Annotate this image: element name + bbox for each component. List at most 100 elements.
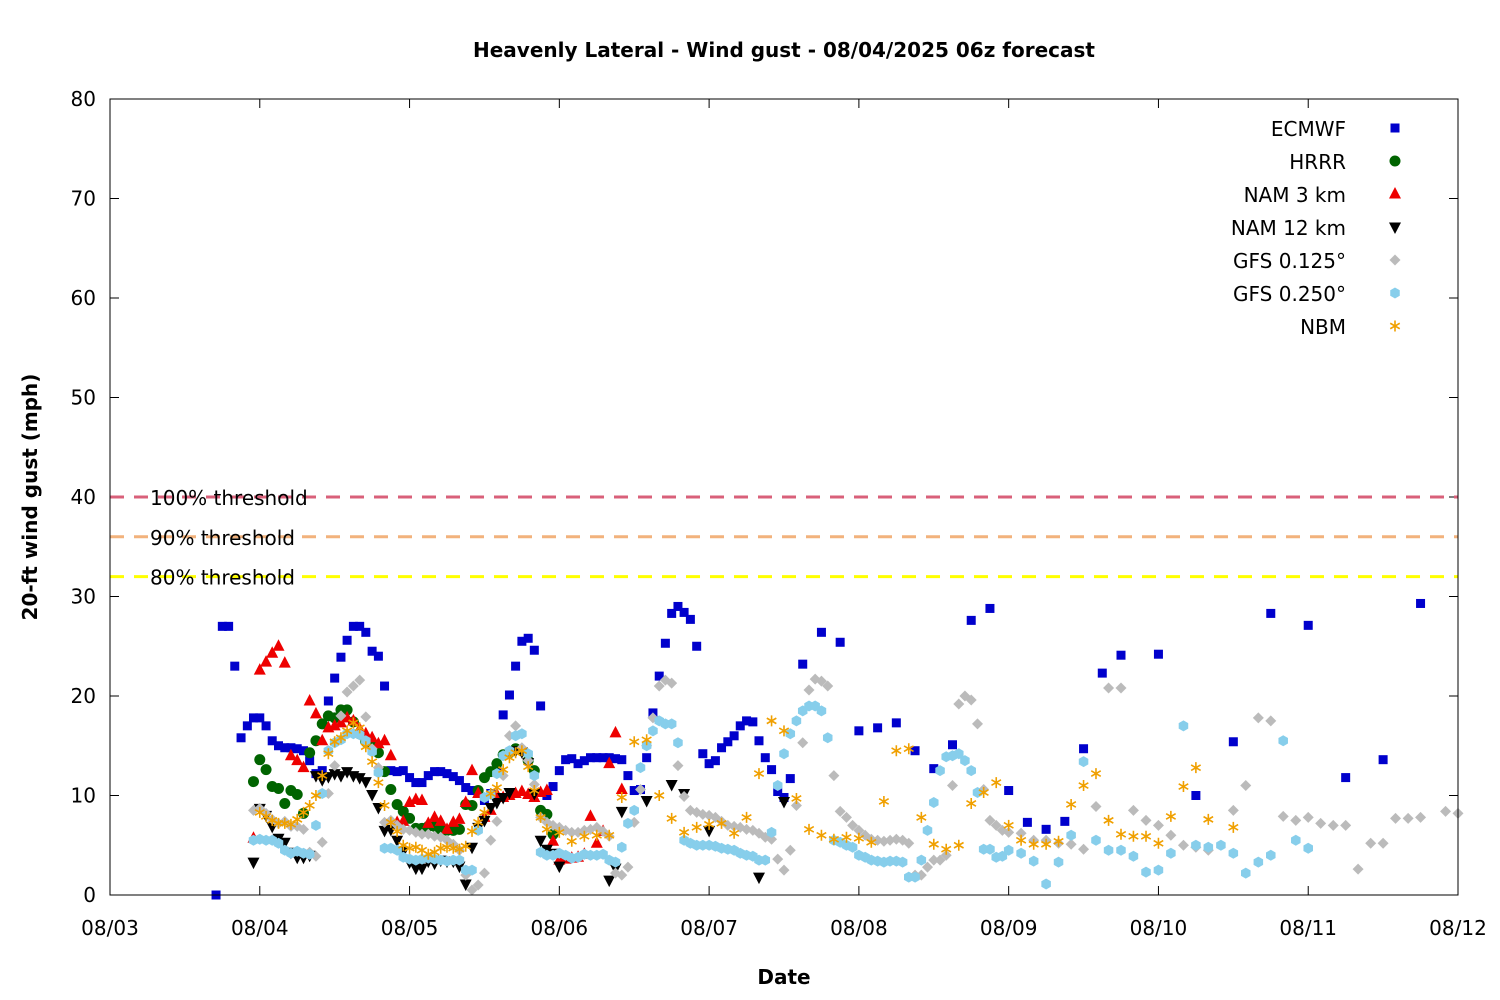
gfs-0-250-point xyxy=(1203,841,1214,853)
hrrr-point xyxy=(316,718,328,730)
ecmwf-point xyxy=(380,681,390,691)
gfs-0-250-point xyxy=(1153,864,1164,876)
ecmwf-point xyxy=(585,753,595,763)
nbm-point xyxy=(1153,837,1164,849)
nbm-point xyxy=(472,816,484,828)
gfs-0-125-point xyxy=(1103,682,1115,694)
gfs-0-250-point xyxy=(785,728,796,740)
ecmwf-point xyxy=(548,782,558,792)
ecmwf-point xyxy=(704,759,714,769)
nbm-point xyxy=(666,812,677,824)
gfs-0-125-point xyxy=(491,815,503,827)
hrrr-point xyxy=(279,797,291,809)
nam-3-km-point xyxy=(522,787,535,800)
gfs-0-250-point xyxy=(985,843,995,855)
gfs-0-250-point xyxy=(1216,839,1226,851)
nam-3-km-point xyxy=(303,693,316,706)
threshold-label: 100% threshold xyxy=(150,486,308,510)
nbm-point xyxy=(1178,781,1189,793)
ecmwf-point xyxy=(579,756,589,766)
nam-12-km-point xyxy=(603,875,616,888)
gfs-0-125-point xyxy=(834,805,846,817)
ecmwf-point xyxy=(217,621,227,631)
gfs-0-125-point xyxy=(1090,800,1102,812)
ecmwf-point xyxy=(910,746,920,756)
nbm-point xyxy=(298,806,309,818)
gfs-0-125-point xyxy=(822,680,834,692)
x-tick-label: 08/03 xyxy=(81,916,139,940)
gfs-0-125-point xyxy=(934,854,946,866)
ecmwf-point xyxy=(255,713,265,723)
ecmwf-point xyxy=(929,764,939,774)
ecmwf-point xyxy=(542,791,552,800)
nbm-point xyxy=(535,811,546,823)
nam-12-km-point xyxy=(372,802,385,815)
nam-3-km-point xyxy=(515,784,528,797)
ecmwf-point xyxy=(629,786,639,796)
ecmwf-point xyxy=(1097,668,1107,678)
gfs-0-125-point xyxy=(1365,837,1377,849)
gfs-0-250-point xyxy=(1141,866,1151,878)
legend-label: GFS 0.125° xyxy=(1233,249,1346,273)
ecmwf-point xyxy=(373,651,383,661)
y-tick-label: 80 xyxy=(71,87,96,111)
gfs-0-125-point xyxy=(1015,827,1027,839)
nam-3-km-point xyxy=(272,639,285,651)
nbm-point xyxy=(803,823,815,835)
ecmwf-point xyxy=(280,743,290,753)
x-axis-title: Date xyxy=(757,965,810,989)
ecmwf-point xyxy=(1153,649,1163,659)
y-axis-title: 20-ft wind gust (mph) xyxy=(18,374,42,621)
gfs-0-125-point xyxy=(316,836,328,848)
gfs-0-250-point xyxy=(897,856,908,868)
ecmwf-point xyxy=(242,721,252,731)
nbm-point xyxy=(335,732,347,744)
ecmwf-point xyxy=(436,767,446,777)
nam-12-km-point xyxy=(640,795,653,808)
ecmwf-point xyxy=(336,652,346,662)
ecmwf-point xyxy=(667,608,677,618)
plot-area: 0 10 20 30 40 50 60 70 80 08/03 08/04 08/05 08/06 08/… xyxy=(71,87,1487,940)
ecmwf-point xyxy=(467,786,477,796)
nam-12-km-point xyxy=(334,771,347,783)
ecmwf-point xyxy=(754,736,764,746)
nam-12-km-point xyxy=(665,780,678,792)
gfs-0-125-point xyxy=(803,684,815,696)
nbm-point xyxy=(1028,838,1039,850)
gfs-0-125-point xyxy=(1177,839,1189,851)
gfs-0-250-point xyxy=(772,780,783,792)
nam-3-km-point xyxy=(415,793,428,805)
gfs-0-125-point xyxy=(478,867,490,879)
gfs-0-250-point xyxy=(504,745,515,757)
gfs-0-250-point xyxy=(954,748,964,760)
ecmwf-point xyxy=(617,755,627,765)
ecmwf-point xyxy=(642,753,652,763)
ecmwf-point xyxy=(798,659,808,669)
legend-label: NBM xyxy=(1300,315,1346,339)
gfs-0-125-point xyxy=(1315,817,1327,829)
nbm-point xyxy=(691,821,702,833)
gfs-0-125-point xyxy=(766,833,778,845)
legend-marker xyxy=(1389,320,1401,332)
nam-3-km-point xyxy=(334,715,347,728)
nam-3-km-point xyxy=(447,815,460,827)
nam-3-km-point xyxy=(422,816,435,828)
nbm-point xyxy=(591,829,602,841)
nbm-point xyxy=(310,790,322,801)
gfs-0-250-point xyxy=(1266,849,1276,861)
nbm-point xyxy=(703,818,715,830)
ecmwf-point xyxy=(292,744,302,754)
ecmwf-point xyxy=(517,636,527,646)
nbm-point xyxy=(516,745,528,757)
nbm-point xyxy=(441,841,453,853)
gfs-0-250-point xyxy=(610,856,621,868)
gfs-0-125-point xyxy=(790,799,802,811)
gfs-0-250-point xyxy=(935,765,945,777)
nam-3-km-point xyxy=(540,783,553,796)
nbm-point xyxy=(1115,828,1127,840)
gfs-0-250-point xyxy=(1103,844,1114,856)
nam-3-km-point xyxy=(309,706,322,719)
nbm-point xyxy=(1090,768,1102,780)
nam-12-km-point xyxy=(503,788,516,800)
